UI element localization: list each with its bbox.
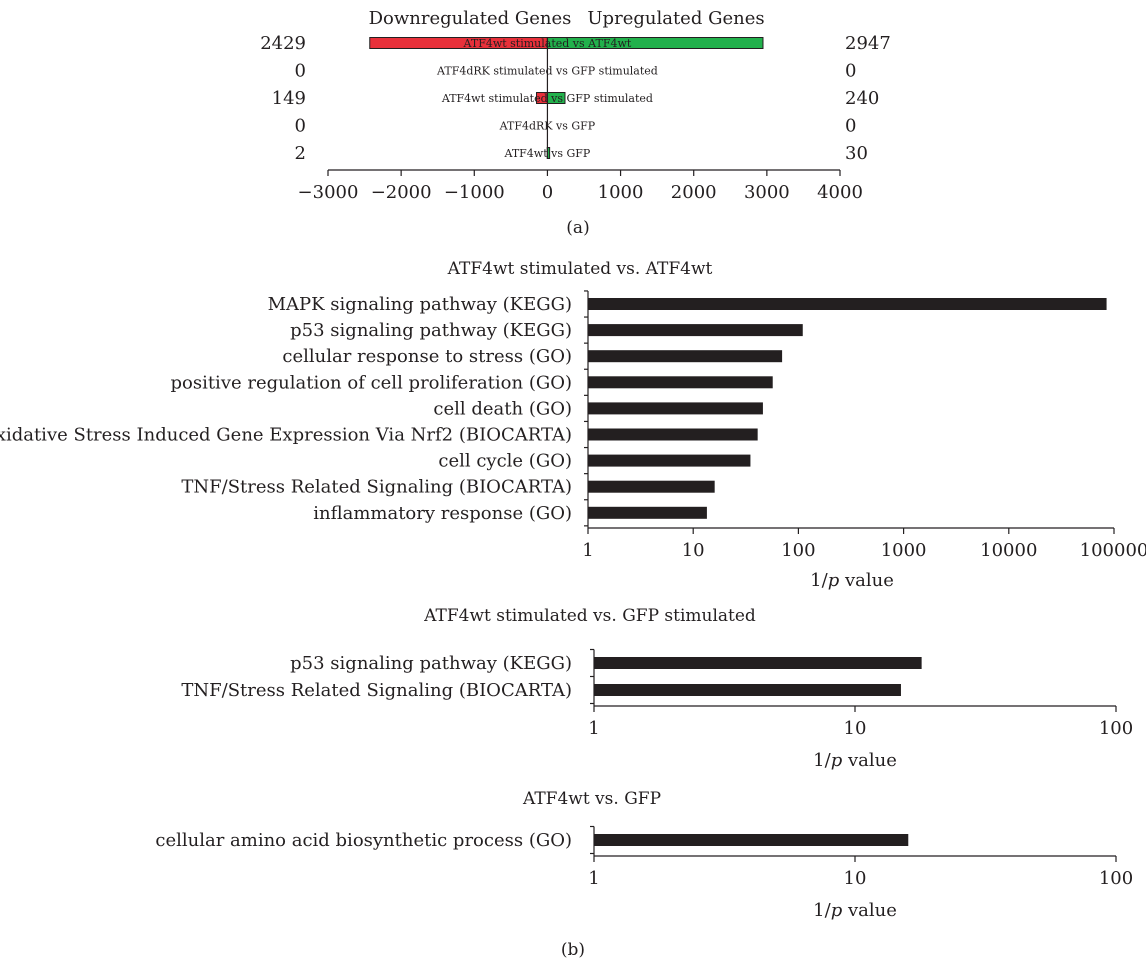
- x-tick-label: 1: [588, 718, 599, 739]
- bar: [588, 506, 707, 519]
- x-tick-label: 10000: [980, 540, 1037, 561]
- category-label: inflammatory response (GO): [313, 503, 572, 524]
- x-tick-label: −2000: [371, 182, 432, 203]
- bar: [588, 298, 1107, 310]
- panel-b-chart-2: ATF4wt stimulated vs. GFP stimulated p53…: [181, 606, 1133, 771]
- panel-b-label: (b): [561, 940, 585, 960]
- category-label: cellular amino acid biosynthetic process…: [155, 830, 572, 851]
- bar: [588, 480, 715, 493]
- x-tick-label: 4000: [817, 182, 863, 203]
- category-label: cell death (GO): [433, 398, 572, 419]
- up-count-label: 240: [845, 88, 879, 109]
- category-label: TNF/Stress Related Signaling (BIOCARTA): [181, 477, 572, 498]
- x-tick-label: 3000: [744, 182, 790, 203]
- chart-1-bars: MAPK signaling pathway (KEGG) p53 signali…: [0, 294, 1107, 524]
- category-label: p53 signaling pathway (KEGG): [290, 653, 572, 674]
- category-label: cellular response to stress (GO): [282, 346, 572, 367]
- up-count-label: 2947: [845, 33, 891, 54]
- legend-upregulated: Upregulated Genes: [587, 8, 764, 29]
- x-tick-label: 100000: [1080, 540, 1146, 561]
- chart-3-x-axis-label: 1/p value: [813, 900, 897, 921]
- category-label: Oxidative Stress Induced Gene Expression…: [0, 425, 572, 446]
- category-label: positive regulation of cell proliferatio…: [170, 372, 572, 393]
- up-count-label: 0: [845, 116, 856, 137]
- chart-3-x-axis: 1 10 100: [588, 825, 1133, 889]
- x-tick-label: 100: [781, 540, 815, 561]
- chart-2-bars: p53 signaling pathway (KEGG) TNF/Stress R…: [181, 653, 922, 701]
- up-count-label: 0: [845, 61, 856, 82]
- x-tick-label: 1000: [598, 182, 644, 203]
- bar: [588, 428, 758, 441]
- category-label: MAPK signaling pathway (KEGG): [268, 294, 572, 315]
- panel-a-label: (a): [566, 218, 589, 238]
- x-tick-label: −3000: [298, 182, 359, 203]
- x-tick-label: 10: [844, 868, 867, 889]
- x-tick-label: 100: [1099, 868, 1133, 889]
- bar: [588, 454, 751, 467]
- x-tick-label: 10: [682, 540, 705, 561]
- chart-3-bars: cellular amino acid biosynthetic process…: [155, 830, 909, 851]
- bar: [588, 402, 763, 415]
- category-label: p53 signaling pathway (KEGG): [290, 320, 572, 341]
- x-tick-label: 0: [542, 182, 553, 203]
- down-count-label: 149: [272, 88, 306, 109]
- bar: [588, 350, 783, 363]
- chart-2-x-axis: 1 10 100: [588, 648, 1133, 739]
- chart-1-x-axis: 1 10 100 1000 10000 100000: [582, 290, 1146, 561]
- x-tick-label: 2000: [671, 182, 717, 203]
- bar: [594, 684, 901, 696]
- x-tick-label: 10: [844, 718, 867, 739]
- x-tick-label: −1000: [444, 182, 505, 203]
- x-tick-label: 1: [588, 868, 599, 889]
- bar: [588, 376, 773, 389]
- panel-a-x-axis: −3000 −2000 −1000 0 1000 2000 3000 4000: [298, 37, 863, 203]
- panel-a-diverging-bar-chart: Downregulated Genes Upregulated Genes AT…: [260, 8, 891, 238]
- chart-2-title: ATF4wt stimulated vs. GFP stimulated: [423, 606, 756, 626]
- chart-1-x-axis-label: 1/p value: [810, 570, 894, 591]
- x-tick-label: 100: [1099, 718, 1133, 739]
- chart-2-x-axis-label: 1/p value: [813, 750, 897, 771]
- chart-3-title: ATF4wt vs. GFP: [522, 789, 661, 809]
- down-count-label: 0: [295, 61, 306, 82]
- down-count-label: 2429: [260, 33, 306, 54]
- down-count-label: 0: [295, 116, 306, 137]
- legend-downregulated: Downregulated Genes: [369, 8, 572, 29]
- chart-1-title: ATF4wt stimulated vs. ATF4wt: [447, 259, 713, 279]
- bar: [588, 324, 803, 337]
- category-label: TNF/Stress Related Signaling (BIOCARTA): [181, 680, 572, 701]
- panel-b-chart-1: ATF4wt stimulated vs. ATF4wt MAPK signal…: [0, 259, 1146, 591]
- x-tick-label: 1: [582, 540, 593, 561]
- up-count-label: 30: [845, 143, 868, 164]
- bar: [594, 657, 922, 669]
- down-count-label: 2: [295, 143, 306, 164]
- category-label: cell cycle (GO): [438, 451, 572, 472]
- bar: [594, 834, 909, 846]
- panel-b-chart-3: ATF4wt vs. GFP cellular amino acid biosy…: [155, 789, 1133, 921]
- x-tick-label: 1000: [881, 540, 927, 561]
